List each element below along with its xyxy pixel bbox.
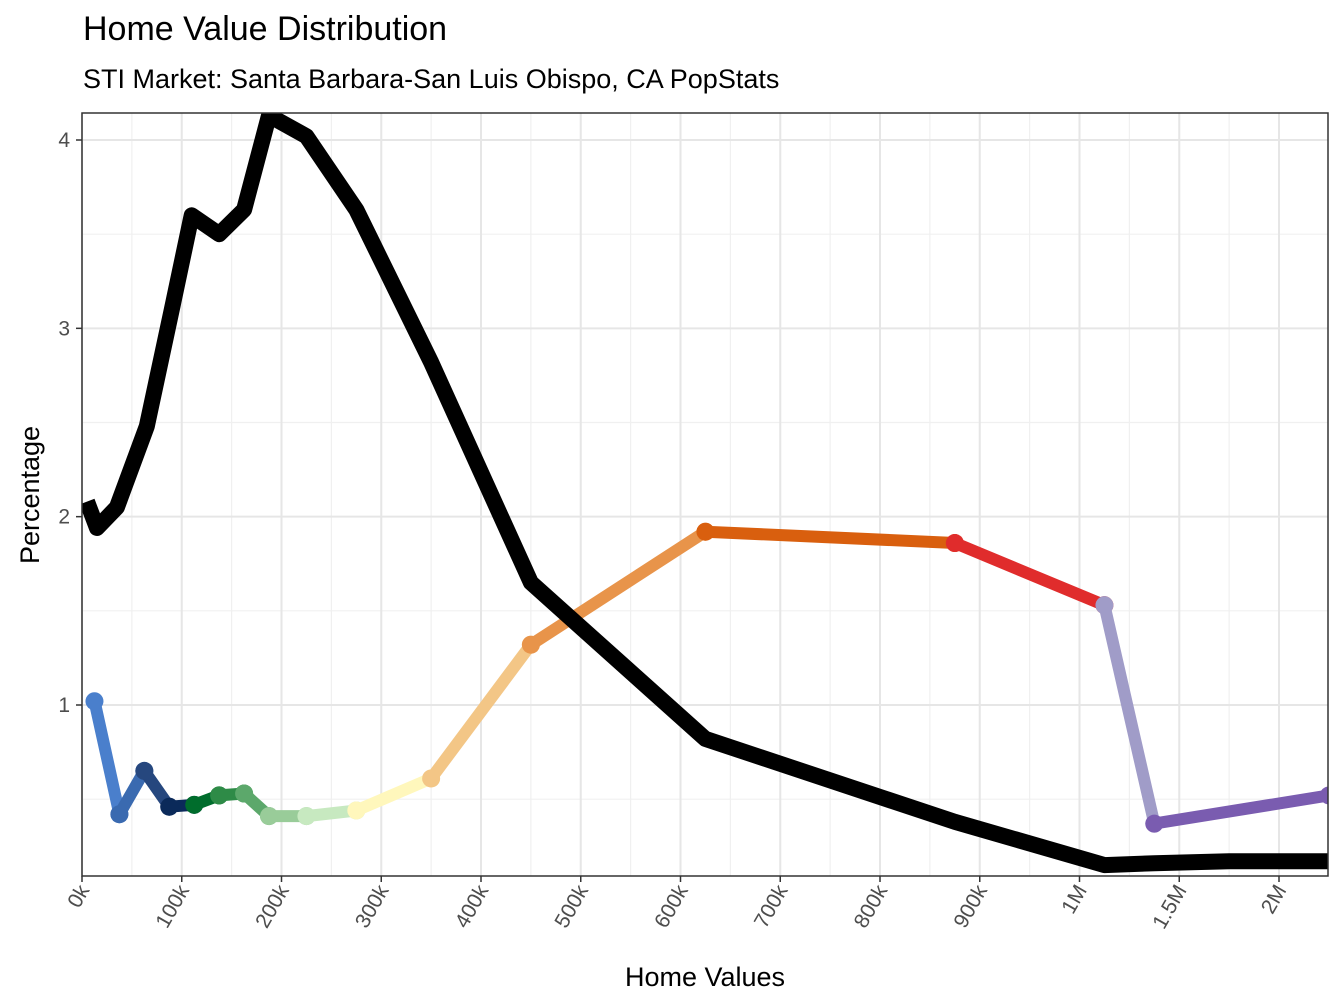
x-tick-label: 600k xyxy=(650,881,693,932)
segment-point xyxy=(1145,814,1164,833)
segment-line xyxy=(88,695,126,821)
y-tick-label: 4 xyxy=(58,129,70,152)
series-layer xyxy=(82,113,1328,874)
x-tick-label: 2M xyxy=(1257,881,1292,918)
y-tick-label: 1 xyxy=(58,694,70,717)
x-tick-label: 900k xyxy=(949,881,992,932)
x-tick-label: 800k xyxy=(850,881,893,932)
y-tick-label: 3 xyxy=(58,317,70,340)
chart-title: Home Value Distribution xyxy=(83,10,448,48)
y-axis-title: Percentage xyxy=(15,426,45,564)
x-tick-label: 1M xyxy=(1057,881,1092,918)
segment-point xyxy=(521,635,540,654)
x-tick-label: 400k xyxy=(451,881,494,932)
plot-border xyxy=(81,112,1329,877)
segment-point xyxy=(1095,596,1114,615)
segment-line xyxy=(350,772,438,817)
segment-point xyxy=(235,784,254,803)
x-tick-label: 500k xyxy=(550,881,593,932)
y-tick-label: 2 xyxy=(58,506,70,529)
segment-point xyxy=(210,786,229,805)
segment-point xyxy=(260,807,279,826)
segment-line xyxy=(524,525,712,651)
x-tick-label: 100k xyxy=(151,881,194,932)
segment-line xyxy=(699,525,961,549)
x-tick-label: 1.5M xyxy=(1148,881,1191,933)
segment-point xyxy=(185,795,204,814)
segment-point xyxy=(1319,786,1328,805)
segment-point xyxy=(347,801,366,820)
segment-point xyxy=(160,797,179,816)
x-tick-label: 200k xyxy=(251,881,294,932)
x-tick-label: 300k xyxy=(351,881,394,932)
segment-point xyxy=(696,522,715,541)
chart-subtitle: STI Market: Santa Barbara-San Luis Obisp… xyxy=(83,64,780,94)
segment-point xyxy=(945,534,964,553)
segment-point xyxy=(110,805,129,824)
segment-point xyxy=(297,807,316,826)
y-axis: 1 2 3 4 xyxy=(58,129,82,717)
segment-line xyxy=(1148,789,1328,830)
x-axis-title: Home Values xyxy=(625,962,785,992)
grid-minor xyxy=(82,113,1328,876)
segment-point xyxy=(135,761,154,780)
x-tick-label: 700k xyxy=(750,881,793,932)
segment-line xyxy=(425,638,537,785)
x-tick-label: 0k xyxy=(63,881,94,912)
series-line xyxy=(82,113,1328,874)
segment-line xyxy=(948,537,1111,612)
segment-point xyxy=(422,769,441,788)
x-axis: 0k 100k 200k 300k 400k 500k 600k 700k 800k 900k 1M… xyxy=(63,876,1291,933)
plot-background xyxy=(82,113,1328,876)
segment-line xyxy=(1098,599,1161,830)
segment-point xyxy=(85,692,104,711)
